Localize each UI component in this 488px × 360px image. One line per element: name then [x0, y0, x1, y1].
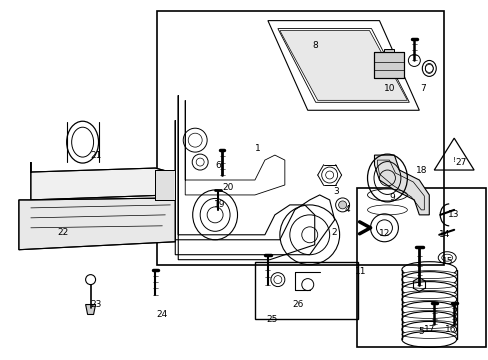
Text: 5: 5: [418, 327, 423, 336]
Text: 8: 8: [312, 41, 318, 50]
Text: 16: 16: [444, 325, 455, 334]
Text: 11: 11: [354, 267, 366, 276]
Circle shape: [338, 201, 346, 209]
Text: 25: 25: [265, 315, 277, 324]
Polygon shape: [374, 155, 428, 215]
Text: 18: 18: [415, 166, 426, 175]
Ellipse shape: [401, 280, 456, 289]
Text: 17: 17: [423, 325, 434, 334]
Text: 12: 12: [378, 229, 389, 238]
Polygon shape: [279, 31, 407, 100]
Text: !: !: [452, 157, 455, 163]
Text: 4: 4: [344, 206, 350, 215]
Text: 24: 24: [156, 310, 167, 319]
Text: 15: 15: [441, 257, 452, 266]
Text: 13: 13: [447, 210, 459, 219]
Ellipse shape: [401, 301, 456, 309]
Text: 1: 1: [255, 144, 260, 153]
Polygon shape: [155, 170, 175, 200]
Text: 2: 2: [331, 228, 337, 237]
Text: 14: 14: [438, 230, 449, 239]
Polygon shape: [384, 49, 394, 53]
Text: 6: 6: [215, 161, 221, 170]
Text: 7: 7: [420, 84, 426, 93]
Text: 3: 3: [333, 188, 339, 197]
Polygon shape: [31, 162, 170, 200]
Text: 10: 10: [383, 84, 394, 93]
Ellipse shape: [401, 291, 456, 298]
Ellipse shape: [401, 330, 456, 338]
Text: 19: 19: [214, 201, 225, 210]
Text: 26: 26: [291, 300, 303, 309]
Text: 23: 23: [90, 300, 101, 309]
Circle shape: [85, 275, 95, 285]
Polygon shape: [19, 198, 175, 250]
Text: 21: 21: [90, 150, 101, 159]
Text: 20: 20: [222, 184, 233, 193]
Text: 22: 22: [57, 228, 68, 237]
Polygon shape: [85, 305, 95, 315]
Polygon shape: [374, 53, 404, 78]
Ellipse shape: [401, 310, 456, 319]
Ellipse shape: [401, 271, 456, 279]
Ellipse shape: [401, 320, 456, 328]
Text: 27: 27: [454, 158, 466, 167]
Text: 9: 9: [389, 193, 394, 202]
